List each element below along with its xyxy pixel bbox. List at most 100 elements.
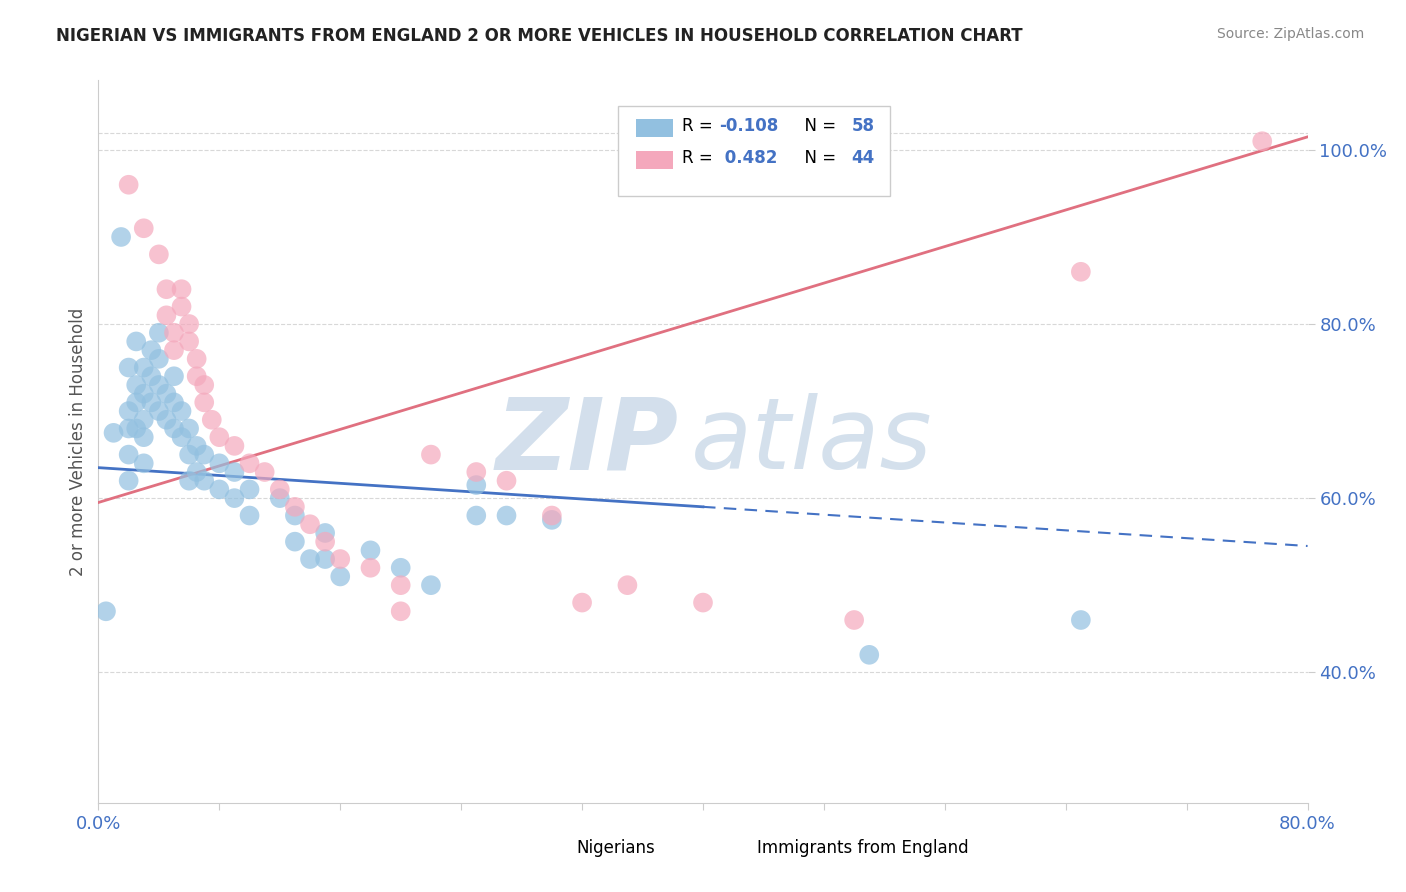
Point <box>125 334 148 349</box>
Text: ZIP: ZIP <box>496 393 679 490</box>
Text: 58: 58 <box>852 117 875 135</box>
Point <box>239 456 262 470</box>
Point <box>193 378 215 392</box>
Point <box>208 483 231 497</box>
Point <box>179 317 201 331</box>
Point <box>94 604 117 618</box>
Point <box>186 351 208 366</box>
Point <box>692 596 714 610</box>
Point <box>284 500 307 514</box>
Point <box>201 413 224 427</box>
Point <box>1070 265 1092 279</box>
Point <box>103 425 125 440</box>
Point <box>170 300 193 314</box>
Point <box>118 178 141 192</box>
Point <box>586 861 609 875</box>
Point <box>284 534 307 549</box>
Point <box>118 474 141 488</box>
Point <box>132 413 155 427</box>
Point <box>132 456 155 470</box>
Point <box>284 508 307 523</box>
Point <box>360 561 382 575</box>
Point <box>420 448 443 462</box>
Point <box>314 525 336 540</box>
Point <box>269 491 291 505</box>
Point <box>495 474 517 488</box>
Point <box>186 369 208 384</box>
Point <box>163 369 186 384</box>
Point <box>299 552 322 566</box>
Point <box>141 343 163 358</box>
Point <box>224 439 246 453</box>
Point <box>163 343 186 358</box>
Point <box>299 517 322 532</box>
Point <box>125 421 148 435</box>
Point <box>193 474 215 488</box>
Point <box>510 844 533 858</box>
Point <box>495 508 517 523</box>
Point <box>239 483 262 497</box>
Point <box>540 508 562 523</box>
Point <box>193 448 215 462</box>
FancyBboxPatch shape <box>637 151 672 169</box>
Point <box>465 508 488 523</box>
Point <box>155 282 177 296</box>
Point <box>224 491 246 505</box>
Point <box>118 360 141 375</box>
Point <box>110 230 132 244</box>
Point <box>314 552 336 566</box>
Point <box>389 604 412 618</box>
Text: atlas: atlas <box>690 393 932 490</box>
Text: N =: N = <box>793 149 841 167</box>
Point <box>148 378 170 392</box>
Point <box>193 395 215 409</box>
Point <box>420 578 443 592</box>
Point <box>858 648 880 662</box>
Point <box>329 569 352 583</box>
Point <box>170 282 193 296</box>
Point <box>329 552 352 566</box>
Point <box>179 334 201 349</box>
Y-axis label: 2 or more Vehicles in Household: 2 or more Vehicles in Household <box>69 308 87 575</box>
Text: N =: N = <box>793 117 841 135</box>
Point <box>163 421 186 435</box>
Point <box>132 430 155 444</box>
Text: NIGERIAN VS IMMIGRANTS FROM ENGLAND 2 OR MORE VEHICLES IN HOUSEHOLD CORRELATION : NIGERIAN VS IMMIGRANTS FROM ENGLAND 2 OR… <box>56 27 1024 45</box>
Point <box>148 404 170 418</box>
Point <box>118 421 141 435</box>
Point <box>360 543 382 558</box>
Point <box>155 308 177 322</box>
Point <box>186 465 208 479</box>
Point <box>132 360 155 375</box>
Point <box>132 221 155 235</box>
Text: Source: ZipAtlas.com: Source: ZipAtlas.com <box>1216 27 1364 41</box>
Point <box>155 413 177 427</box>
Point <box>269 483 291 497</box>
Point <box>132 386 155 401</box>
FancyBboxPatch shape <box>534 838 568 857</box>
Point <box>208 456 231 470</box>
Point <box>163 326 186 340</box>
Point <box>186 439 208 453</box>
FancyBboxPatch shape <box>637 119 672 137</box>
Point <box>208 430 231 444</box>
Point <box>224 465 246 479</box>
Point <box>118 404 141 418</box>
Text: 0.482: 0.482 <box>718 149 778 167</box>
Text: R =: R = <box>682 149 718 167</box>
Point <box>163 395 186 409</box>
Point <box>253 465 276 479</box>
Text: R =: R = <box>682 117 718 135</box>
FancyBboxPatch shape <box>716 838 749 857</box>
Point <box>148 326 170 340</box>
Point <box>571 596 593 610</box>
Point <box>1070 613 1092 627</box>
Point <box>540 513 562 527</box>
FancyBboxPatch shape <box>619 105 890 196</box>
Text: -0.108: -0.108 <box>718 117 778 135</box>
Text: 44: 44 <box>852 149 875 167</box>
Point <box>179 474 201 488</box>
Point <box>179 421 201 435</box>
Text: Immigrants from England: Immigrants from England <box>758 839 969 857</box>
Point <box>148 247 170 261</box>
